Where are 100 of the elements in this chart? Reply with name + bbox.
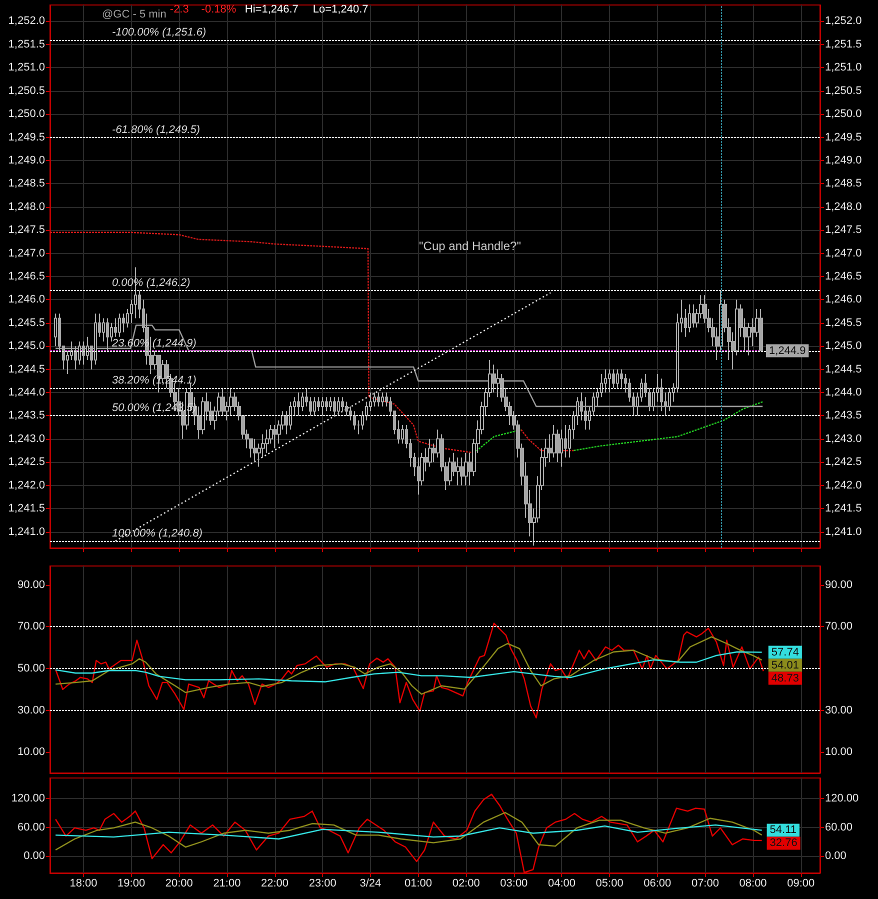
annotation: 1,244.9 [769,344,806,357]
y2-tick-label: 1,245.0 [825,340,862,352]
y2-tick-label: 1,249.0 [825,154,862,166]
y2-tick-label: 70.00 [825,620,853,633]
x-tick-label: 09:00 [787,878,815,890]
candlestick [401,424,404,444]
x-tick-label: 22:00 [261,878,289,890]
y-tick-label: 1,241.0 [8,526,45,538]
y-tick-label: 50.00 [17,662,45,674]
candlestick [78,340,81,366]
annotation: 32.76 [770,837,798,850]
x-tick-label: 3/24 [360,878,382,890]
candlestick [612,368,615,388]
x-tick-label: 20:00 [165,878,193,890]
y-tick-label: 1,249.0 [8,154,45,166]
y2-tick-label: 1,250.0 [825,108,862,120]
annotation: 48.73 [771,672,799,684]
y2-tick-label: 1,246.0 [825,294,862,306]
y2-tick-label: 1,250.5 [825,84,862,97]
y2-tick-label: 1,243.0 [825,432,862,445]
y2-tick-label: 1,249.5 [825,131,862,144]
x-tick-label: 19:00 [118,878,146,890]
candlestick [381,392,384,407]
candlestick [201,396,205,435]
x-tick-label: 01:00 [404,878,432,890]
candlestick [301,392,304,412]
candlestick [313,396,316,416]
x-tick-label: 04:00 [548,878,576,890]
y2-tick-label: 90.00 [825,578,853,591]
y2-tick-label: 1,244.5 [825,363,862,376]
candlestick [253,438,257,463]
candlestick [297,392,300,416]
candlestick [688,304,691,333]
annotation: 57.74 [771,646,799,658]
candlestick [221,387,225,416]
ref-line-label: -61.80% (1,249.5) [112,124,200,136]
candlestick [345,401,348,416]
candlestick [616,368,619,388]
candlestick [373,392,376,407]
y2-tick-label: 0.00 [825,850,846,862]
candlestick [747,322,751,356]
ref-line-label: -100.00% (1,251.6) [112,26,207,38]
y-tick-label: 1,242.0 [8,479,45,492]
y2-tick-label: 1,245.5 [825,316,862,329]
y2-tick-label: 30.00 [825,704,853,716]
y-tick-label: 1,243.0 [8,432,45,445]
candlestick [428,438,432,468]
candlestick [456,457,460,486]
y-tick-label: 1,247.5 [8,224,45,236]
y-tick-label: 60.00 [17,821,45,834]
ref-line-label: 100.00% (1,240.8) [112,528,203,540]
x-tick-label: 07:00 [691,878,719,890]
y-tick-label: 0.00 [24,850,45,862]
annotation: Lo=1,240.7 [312,4,368,16]
candlestick [273,424,277,449]
candlestick [341,396,344,412]
y-tick-label: 1,243.5 [8,410,45,422]
x-tick-label: 08:00 [739,878,767,890]
y2-tick-label: 60.00 [825,821,853,834]
candlestick [82,340,85,366]
candlestick [448,457,452,486]
y2-tick-label: 1,241.0 [825,526,862,538]
candlestick [552,424,556,458]
candlestick [289,401,292,430]
y2-tick-label: 1,251.5 [825,38,862,50]
candlestick [317,396,320,412]
candlestick [608,368,611,394]
candlestick [325,396,328,412]
annotation: Hi=1,246.7 [244,4,298,16]
annotation: 54.11 [770,824,797,836]
y-tick-label: 1,251.0 [8,62,45,74]
x-tick-label: 05:00 [596,878,624,890]
y2-tick-label: 1,247.5 [825,224,862,236]
y-tick-label: 1,250.0 [8,108,45,120]
y-tick-label: 1,244.5 [8,363,45,376]
candlestick [377,392,380,407]
annotation: "Cup and Handle?" [419,239,521,253]
x-tick-label: 06:00 [644,878,672,890]
y2-tick-label: 1,248.5 [825,178,862,190]
x-tick-label: 21:00 [213,878,241,890]
y-tick-label: 1,244.0 [8,386,45,399]
y2-tick-label: 1,244.0 [825,386,862,399]
x-tick-label: 18:00 [70,878,98,890]
x-tick-label: 23:00 [308,878,336,890]
candlestick [337,396,340,416]
x-tick-label: 03:00 [500,878,528,890]
y-tick-label: 10.00 [17,746,45,758]
candlestick [329,396,332,412]
y2-tick-label: 1,251.0 [825,62,862,74]
candlestick [74,346,77,370]
y-tick-label: 1,249.5 [8,131,45,144]
y-tick-label: 1,246.5 [8,270,45,282]
annotation: 54.01 [771,659,799,672]
y-tick-label: 90.00 [17,578,45,591]
candlestick [556,429,560,463]
y-tick-label: 1,246.0 [8,294,45,306]
candlestick [692,304,695,328]
candlestick [321,396,324,416]
y2-tick-label: 1,241.5 [825,502,862,515]
annotation: -0.18% [201,4,236,16]
